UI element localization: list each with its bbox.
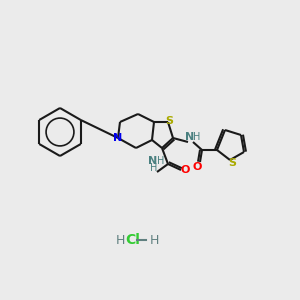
- Text: O: O: [180, 165, 190, 175]
- Text: Cl: Cl: [126, 233, 140, 247]
- Text: N: N: [185, 132, 195, 142]
- Text: N: N: [148, 156, 158, 166]
- Text: O: O: [192, 162, 202, 172]
- Text: H: H: [193, 132, 201, 142]
- Text: N: N: [113, 133, 123, 143]
- Text: H: H: [149, 233, 159, 247]
- Text: H: H: [115, 233, 125, 247]
- Text: S: S: [228, 158, 236, 168]
- Text: H: H: [157, 156, 165, 166]
- Text: S: S: [165, 116, 173, 126]
- Text: H: H: [150, 163, 158, 173]
